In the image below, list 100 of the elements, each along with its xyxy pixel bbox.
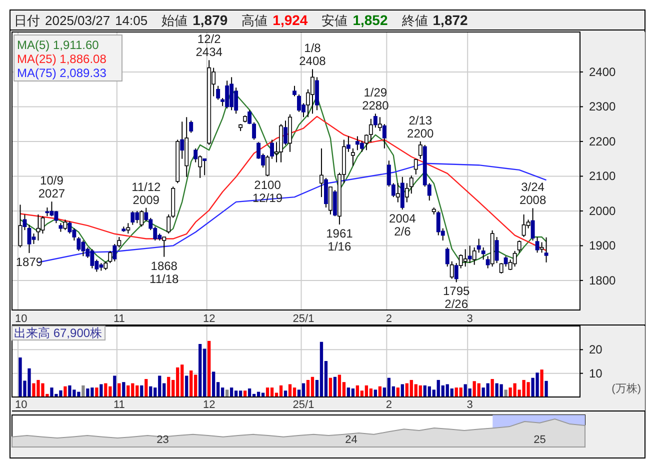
chart-title: 出来高 67,900株 — [14, 326, 102, 340]
candlestick — [481, 246, 486, 260]
bar — [396, 388, 400, 397]
annotation: 1868 11/18 — [150, 258, 180, 286]
x-tick-label: 12 — [202, 313, 216, 325]
candlestick — [140, 210, 144, 228]
bar — [468, 388, 472, 397]
bar — [225, 390, 229, 397]
y-axis-title: (万株) — [612, 382, 641, 395]
annotation: 11/12 2009 — [132, 180, 162, 207]
candlestick — [512, 250, 517, 268]
candlestick — [404, 182, 409, 203]
bar — [190, 370, 193, 397]
bar — [400, 384, 404, 397]
candlestick — [166, 214, 171, 234]
candlestick — [63, 219, 68, 231]
bar — [302, 383, 306, 397]
candlestick — [396, 182, 400, 203]
x-tick-label: 12 — [202, 399, 216, 411]
candlestick — [517, 240, 522, 254]
bar — [544, 380, 548, 397]
bar — [185, 376, 188, 397]
candlestick — [476, 238, 481, 254]
bar — [126, 385, 130, 397]
candlestick — [418, 140, 422, 160]
bar — [95, 388, 98, 397]
bar — [477, 383, 480, 397]
bar — [418, 385, 422, 397]
candlestick — [350, 148, 355, 166]
candlestick — [50, 201, 54, 217]
y-tick-label: 1900 — [589, 238, 616, 253]
annotation: 1795 2/26 — [443, 284, 470, 312]
bar — [284, 390, 288, 397]
x-tick-label: 10 — [15, 399, 28, 411]
candlestick — [494, 236, 499, 264]
y-tick-label: 20 — [589, 342, 603, 357]
bar — [378, 386, 382, 397]
bar — [113, 376, 116, 397]
text: MA(25) 1,886.08 — [17, 52, 107, 66]
bar — [144, 379, 148, 397]
bar — [208, 340, 211, 397]
candlestick — [162, 236, 166, 258]
y-tick-label: 2000 — [589, 204, 616, 218]
candlestick — [292, 85, 296, 97]
bar — [364, 385, 368, 397]
candlestick — [189, 120, 194, 134]
candlestick — [126, 222, 130, 234]
bar — [320, 342, 324, 397]
candlestick — [266, 154, 270, 177]
x-tick-label: 23 — [156, 434, 169, 446]
bar — [333, 376, 337, 397]
candlestick — [194, 148, 198, 163]
candlestick — [198, 154, 202, 178]
text: MA(75) 2,089.33 — [17, 66, 107, 80]
candlestick — [130, 210, 135, 226]
bar — [149, 386, 152, 397]
bar — [356, 385, 360, 397]
x-tick-label: 11 — [113, 399, 125, 411]
x-tick-label: 2 — [386, 399, 392, 411]
candlestick — [530, 208, 535, 241]
bar — [212, 372, 216, 397]
y-tick-label: 2400 — [589, 64, 616, 79]
x-tick-label: 25/1 — [292, 313, 314, 325]
candlestick — [499, 262, 504, 274]
candlestick — [328, 186, 332, 215]
y-tick-label: 2300 — [589, 100, 616, 114]
bar — [292, 388, 296, 397]
bar — [486, 383, 490, 397]
candlestick — [108, 250, 112, 264]
bar — [374, 390, 378, 397]
bar — [82, 385, 85, 397]
annotation: 2/13 2200 — [407, 113, 434, 140]
bar — [540, 370, 544, 397]
bar — [266, 388, 270, 397]
bar — [351, 388, 355, 397]
candlestick — [450, 260, 454, 280]
candlestick — [463, 248, 468, 268]
bar — [140, 385, 144, 397]
bar — [243, 390, 247, 397]
annotation: 1/29 2280 — [362, 86, 390, 113]
bar — [100, 384, 103, 397]
x-tick-label: 25/1 — [292, 399, 314, 411]
bar — [450, 388, 454, 397]
bar — [234, 390, 238, 397]
bar — [104, 383, 108, 397]
bar — [270, 388, 274, 397]
bar — [500, 384, 503, 397]
bar — [490, 379, 494, 397]
annotation: 1961 1/16 — [326, 226, 354, 254]
bar — [167, 376, 170, 397]
candlestick — [18, 204, 22, 248]
bar — [369, 388, 373, 397]
line-series — [20, 116, 547, 252]
y-tick-label: 2200 — [589, 134, 616, 148]
bar — [238, 390, 242, 397]
candlestick — [544, 236, 548, 263]
annotation: 1/8 2408 — [299, 41, 326, 68]
candlestick — [40, 216, 45, 234]
bar — [338, 374, 342, 397]
y-tick-label: 1800 — [589, 273, 616, 288]
